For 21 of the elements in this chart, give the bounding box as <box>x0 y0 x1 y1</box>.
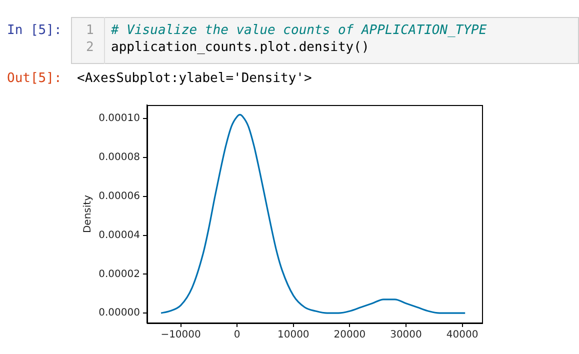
y-tick-label: 0.00004 <box>98 230 140 241</box>
text: # Visualize the value counts of APPLICATION_TYPE <box>111 23 487 39</box>
x-tick-label: 40000 <box>446 330 478 341</box>
x-tick-label: 0 <box>234 330 240 341</box>
x-tick-label: 10000 <box>277 330 310 341</box>
x-tick-label: 20000 <box>334 330 366 341</box>
text: 1 <box>86 23 94 39</box>
line-series <box>160 114 466 314</box>
y-axis-title: Density <box>82 194 94 234</box>
x-tick-label: 30000 <box>390 330 422 341</box>
text: Out[5]: <box>7 71 62 87</box>
y-tick-label: 0.00000 <box>98 308 140 319</box>
y-tick-label: 0.00010 <box>98 113 140 124</box>
y-tick-label: 0.00008 <box>98 152 140 164</box>
text: In [5]: <box>7 23 62 39</box>
text: application_counts.plot.density() <box>111 40 370 56</box>
text: <AxesSubplot:ylabel='Density'> <box>77 71 312 87</box>
text: 2 <box>86 40 94 56</box>
y-tick-label: 0.00002 <box>98 268 140 280</box>
y-tick-label: 0.00006 <box>98 190 140 202</box>
x-tick-label: −10000 <box>160 330 201 341</box>
